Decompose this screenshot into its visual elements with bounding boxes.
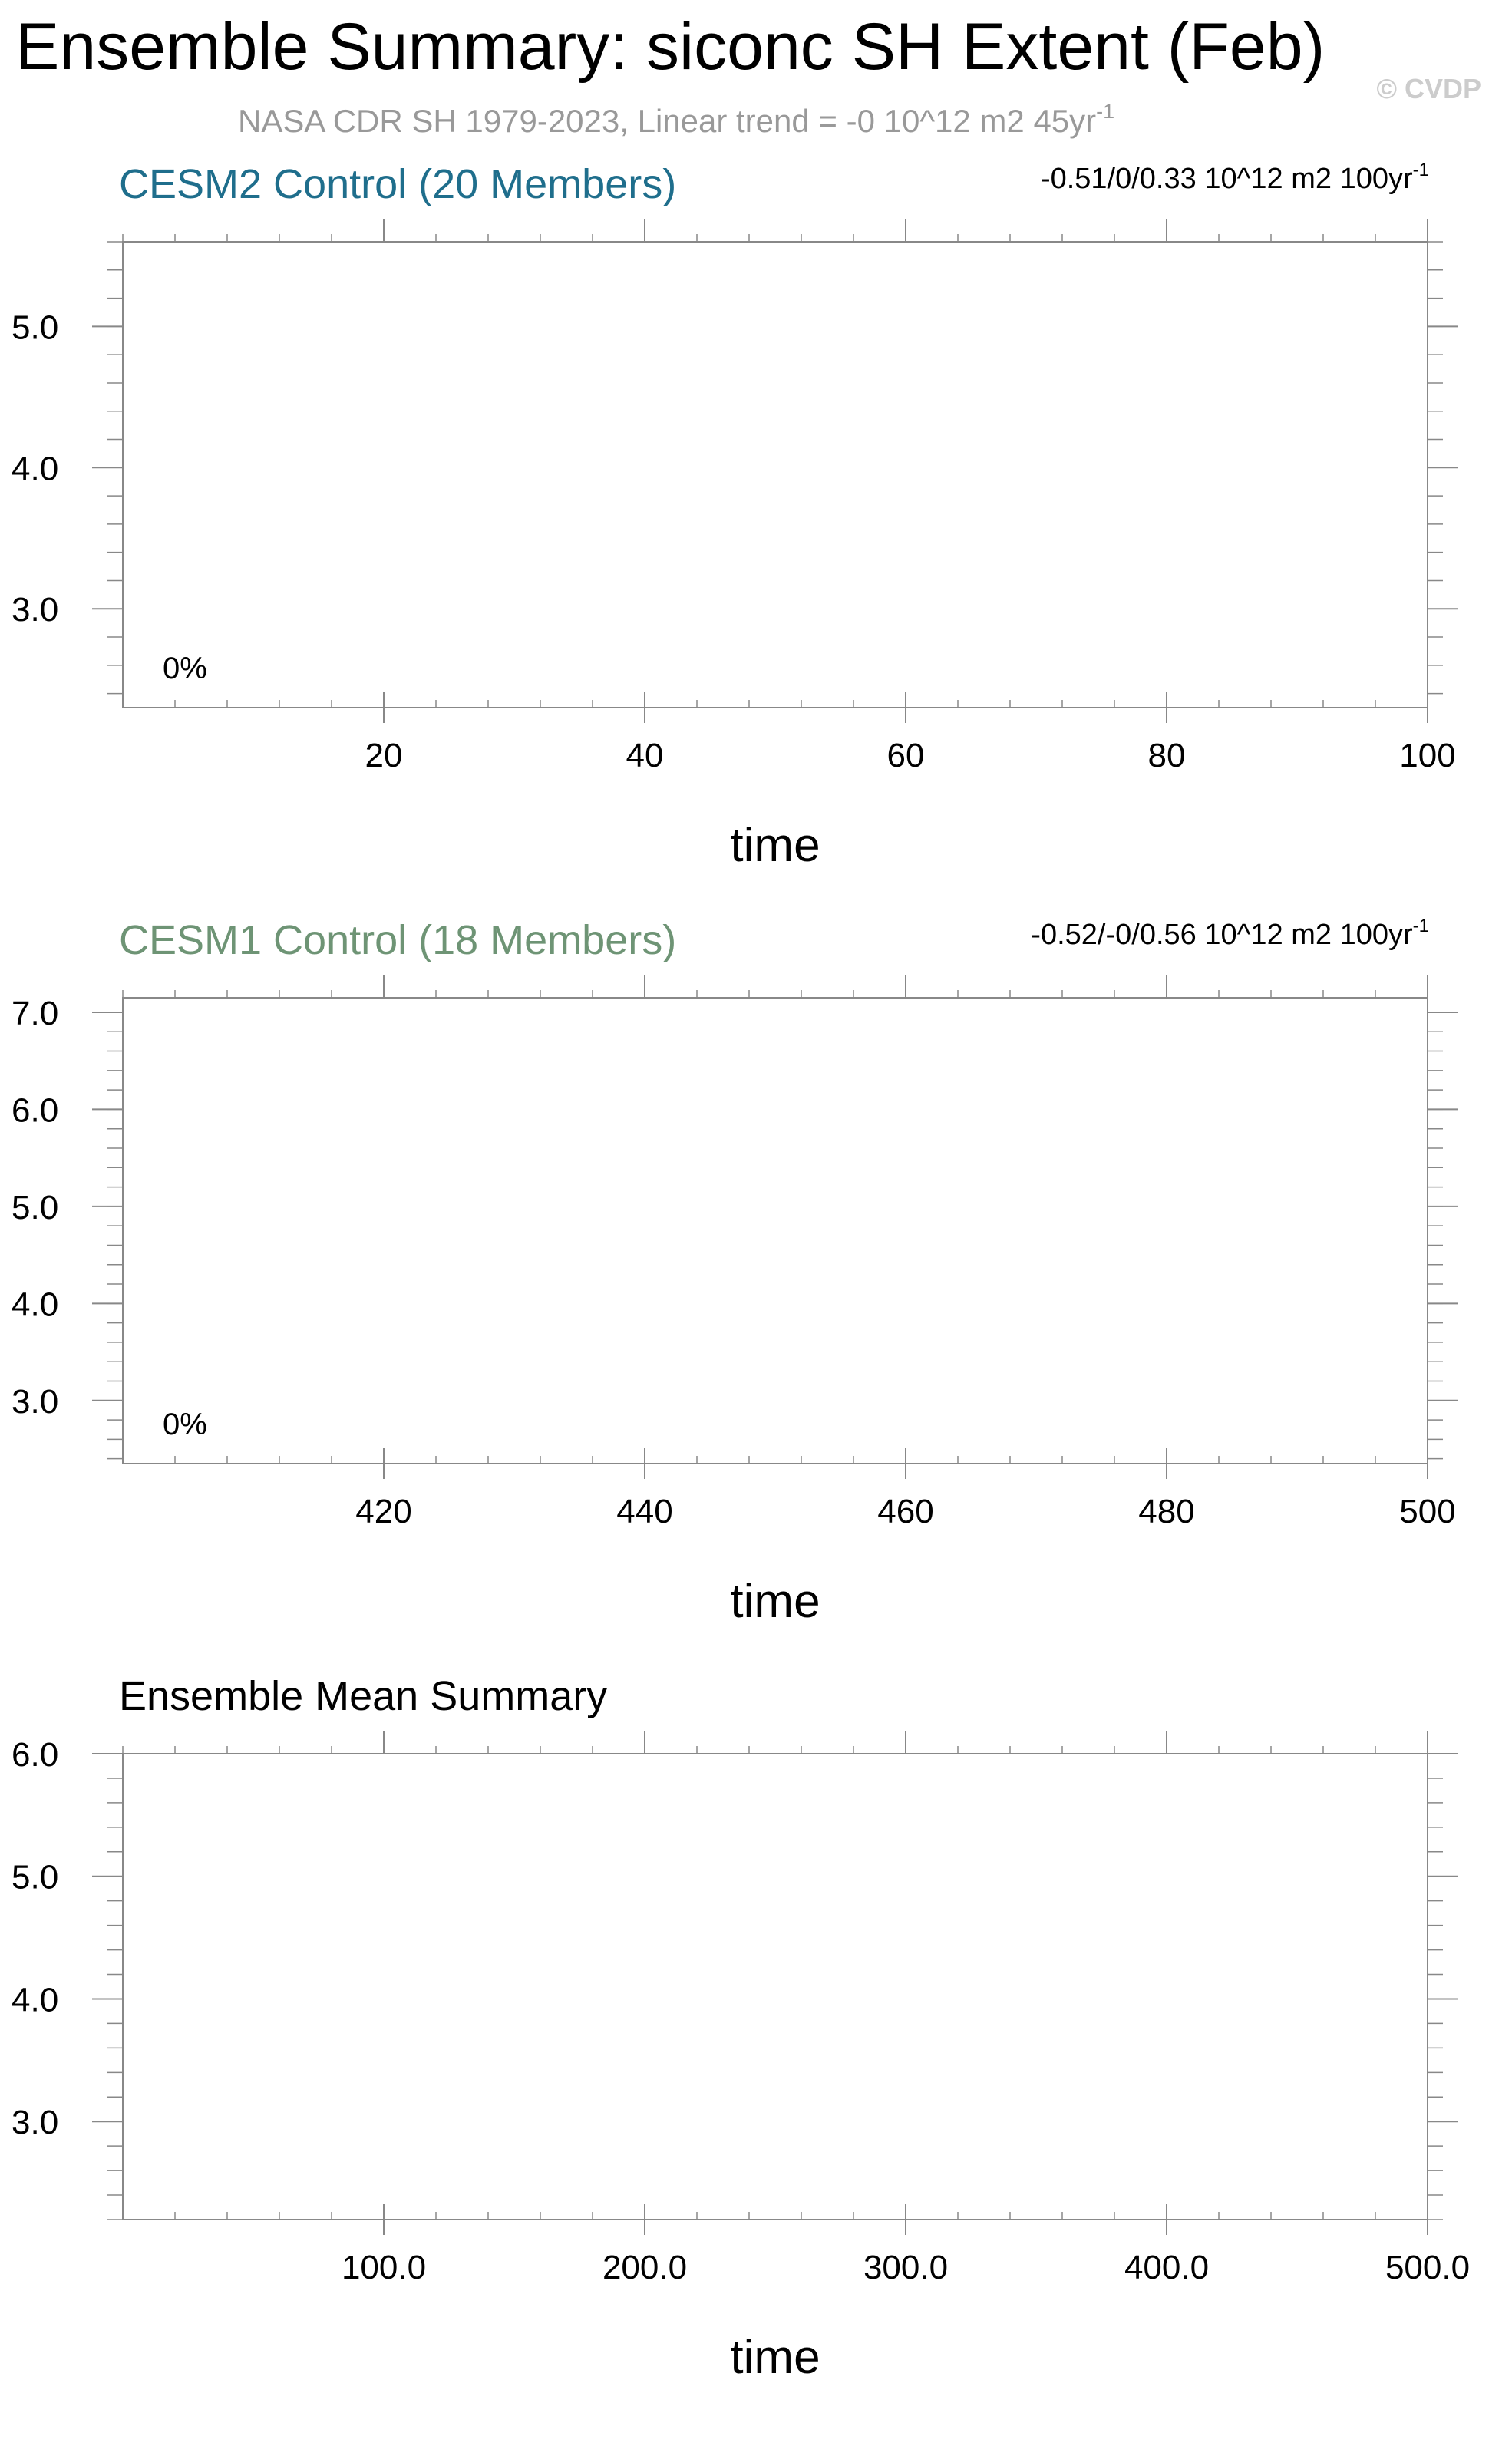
- panel-title: Ensemble Mean Summary: [119, 1673, 607, 1719]
- figure-subtitle-superscript: -1: [1096, 100, 1114, 123]
- x-axis: 20 40 60 80 100: [122, 219, 1456, 774]
- x-tick-label: 500.0: [1385, 2249, 1470, 2286]
- panel-trend-text: -0.52/-0/0.56 10^12 m2 100yr-1: [1031, 916, 1429, 951]
- x-tick-label: 500: [1399, 1493, 1455, 1530]
- y-tick-label: 5.0: [12, 1189, 58, 1226]
- figure-subtitle-text: NASA CDR SH 1979-2023, Linear trend = -0…: [238, 103, 1096, 139]
- x-tick-label: 460: [877, 1493, 933, 1530]
- panel-ensemble-mean-summary: Ensemble Mean Summary 100.0 200.0 300.0 400…: [12, 1673, 1470, 2384]
- percent-label: 0%: [163, 652, 207, 685]
- panel-trend-superscript: -1: [1413, 916, 1429, 936]
- x-axis: 100.0 200.0 300.0 400.0 500.0: [122, 1731, 1470, 2286]
- panel-trend-value: -0.52/-0/0.56 10^12 m2 100yr: [1031, 919, 1413, 951]
- panel-title: CESM2 Control (20 Members): [119, 161, 676, 207]
- x-axis-label: time: [730, 2331, 820, 2384]
- figure-title: Ensemble Summary: siconc SH Extent (Feb): [15, 10, 1325, 84]
- x-axis-label: time: [730, 819, 820, 872]
- y-tick-label: 6.0: [12, 1736, 58, 1774]
- y-tick-label: 5.0: [12, 1859, 58, 1896]
- plot-frame: [122, 1753, 1428, 2220]
- x-axis-label: time: [730, 1575, 820, 1628]
- x-tick-label: 420: [355, 1493, 411, 1530]
- y-tick-label: 4.0: [12, 1286, 58, 1323]
- x-tick-label: 20: [365, 737, 403, 774]
- plot-frame: [122, 241, 1428, 708]
- panel-title: CESM1 Control (18 Members): [119, 917, 676, 963]
- x-tick-label: 400.0: [1124, 2249, 1209, 2286]
- panel-trend-text: -0.51/0/0.33 10^12 m2 100yr-1: [1041, 160, 1429, 195]
- x-tick-label: 480: [1138, 1493, 1194, 1530]
- y-tick-label: 3.0: [12, 1383, 58, 1421]
- y-tick-label: 5.0: [12, 309, 58, 346]
- panel-cesm1-control: CESM1 Control (18 Members) -0.52/-0/0.56…: [12, 916, 1458, 1628]
- y-tick-label: 7.0: [12, 995, 58, 1032]
- x-tick-label: 100: [1399, 737, 1455, 774]
- y-tick-label: 3.0: [12, 2104, 58, 2141]
- y-tick-label: 3.0: [12, 591, 58, 629]
- figure-subtitle: NASA CDR SH 1979-2023, Linear trend = -0…: [238, 100, 1114, 139]
- panel-trend-superscript: -1: [1413, 160, 1429, 180]
- x-axis: 420 440 460 480 500: [122, 975, 1456, 1530]
- panel-cesm2-control: CESM2 Control (20 Members) -0.51/0/0.33 …: [12, 160, 1458, 872]
- panel-trend-value: -0.51/0/0.33 10^12 m2 100yr: [1041, 163, 1413, 195]
- y-axis: 3.0 4.0 5.0: [12, 241, 1458, 695]
- x-tick-label: 40: [626, 737, 664, 774]
- x-tick-label: 60: [887, 737, 925, 774]
- y-tick-label: 4.0: [12, 1981, 58, 2019]
- y-axis: 3.0 4.0 5.0 6.0: [12, 1736, 1458, 2220]
- x-tick-label: 300.0: [863, 2249, 948, 2286]
- x-tick-label: 200.0: [602, 2249, 687, 2286]
- y-axis: 3.0 4.0 5.0 6.0 7.0: [12, 995, 1458, 1460]
- x-tick-label: 80: [1148, 737, 1186, 774]
- plot-frame: [122, 997, 1428, 1464]
- x-tick-label: 100.0: [342, 2249, 426, 2286]
- y-tick-label: 4.0: [12, 450, 58, 487]
- percent-label: 0%: [163, 1408, 207, 1441]
- y-tick-label: 6.0: [12, 1091, 58, 1129]
- cvdp-watermark: © CVDP: [1376, 73, 1481, 104]
- x-tick-label: 440: [616, 1493, 672, 1530]
